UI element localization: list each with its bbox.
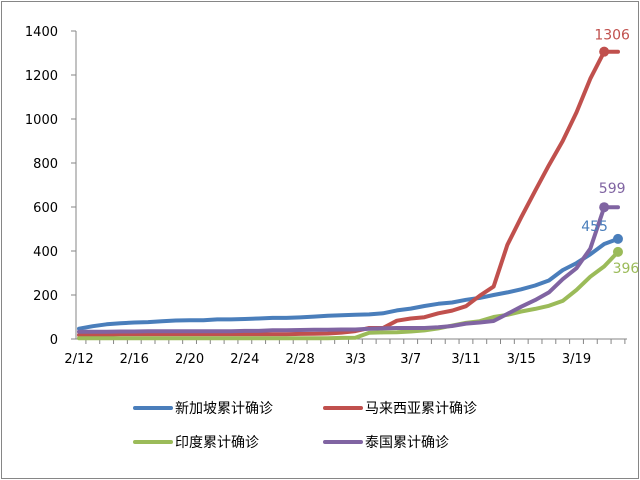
x-tick-label: 3/3 (345, 352, 366, 367)
legend-label-0: 新加坡累计确诊 (175, 401, 273, 417)
series-line-2 (77, 249, 620, 341)
legend-label-3: 泰国累计确诊 (365, 435, 449, 451)
series-end-marker-2 (612, 246, 623, 257)
series-line-3 (77, 205, 620, 334)
series-end-marker-1 (599, 46, 610, 57)
y-tick-label: 200 (33, 289, 58, 304)
series-end-label-0: 455 (581, 219, 608, 235)
x-axis: 2/12 2/16 2/20 2/24 2/28 3/3 3/7 3/11 3/15 3/19 (64, 338, 627, 367)
y-axis: 0 200 400 600 800 1000 1200 1400 (25, 25, 77, 348)
series-line-1 (77, 49, 620, 337)
x-tick-label: 3/19 (562, 352, 591, 367)
legend-label-1: 马来西亚累计确诊 (365, 401, 477, 417)
x-tick-label: 3/7 (400, 352, 421, 367)
series-end-marker-0 (612, 233, 623, 244)
series-end-label-1: 1306 (594, 28, 630, 44)
series-end-marker-3 (599, 202, 610, 213)
x-tick-label: 2/12 (64, 352, 93, 367)
x-tick-label: 3/11 (451, 352, 480, 367)
legend-label-2: 印度累计确诊 (175, 435, 259, 451)
x-tick-label: 2/16 (120, 352, 149, 367)
series-lines: 455 1306 396 599 (77, 28, 638, 341)
x-tick-label: 3/15 (507, 352, 536, 367)
x-tick-label: 2/20 (175, 352, 204, 367)
y-tick-label: 0 (50, 333, 58, 348)
y-tick-label: 600 (33, 201, 58, 216)
x-tick-label: 2/28 (286, 352, 315, 367)
series-end-label-3: 599 (599, 181, 626, 197)
series-line-0 (77, 236, 620, 331)
y-tick-label: 1200 (25, 69, 58, 84)
series-end-label-2: 396 (613, 261, 638, 277)
x-tick-label: 2/24 (230, 352, 259, 367)
y-tick-label: 1400 (25, 25, 58, 40)
y-tick-label: 1000 (25, 113, 58, 128)
y-tick-label: 400 (33, 245, 58, 260)
y-tick-label: 800 (33, 157, 58, 172)
